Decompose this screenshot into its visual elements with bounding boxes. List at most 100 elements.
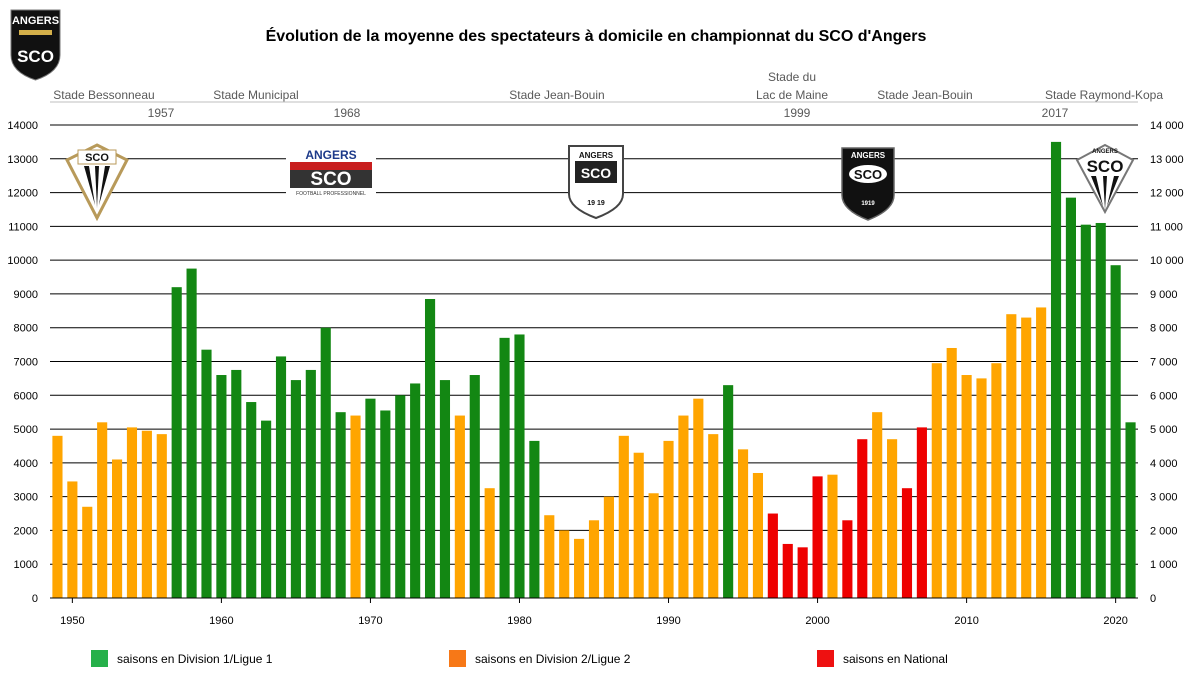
bar (901, 488, 913, 598)
stadium-year: 1957 (148, 106, 175, 120)
x-tick-label: 1970 (358, 615, 382, 627)
y-tick-label-left: 14000 (7, 120, 38, 132)
svg-text:1919: 1919 (861, 201, 875, 207)
x-tick-label: 1990 (656, 615, 680, 627)
bar (246, 402, 257, 598)
y-tick-label-right: 8 000 (1150, 323, 1178, 335)
y-tick-label-left: 12000 (7, 188, 38, 200)
legend-item-d2: saisons en Division 2/Ligue 2 (449, 650, 631, 667)
svg-text:ANGERS: ANGERS (1092, 149, 1118, 155)
bar (1080, 224, 1091, 599)
stadium-year: 2017 (1042, 106, 1069, 120)
axes: 0 0 1000 1 000 2000 2 000 3000 3 000 4000 4 000 50… (7, 120, 1183, 627)
bar (484, 488, 495, 598)
bar (529, 440, 540, 598)
bar (693, 398, 704, 598)
y-tick-label-right: 1 000 (1150, 559, 1178, 571)
sco-logo-1980s-icon: ANGERS SCO 19 19 (568, 145, 624, 220)
bar (782, 543, 793, 598)
y-tick-label-right: 14 000 (1150, 120, 1184, 132)
x-tick-label: 1980 (507, 615, 531, 627)
bar (916, 427, 927, 598)
bar (1006, 314, 1017, 598)
legend: saisons en Division 1/Ligue 1 saisons en… (91, 650, 948, 667)
y-tick-label-right: 13 000 (1150, 154, 1184, 166)
x-tick-label: 1960 (209, 615, 233, 627)
legend-label: saisons en National (843, 652, 948, 666)
legend-label: saisons en Division 2/Ligue 2 (475, 652, 631, 666)
legend-label: saisons en Division 1/Ligue 1 (117, 652, 273, 666)
svg-text:ANGERS: ANGERS (305, 148, 356, 162)
bar (574, 538, 585, 598)
y-tick-label-left: 7000 (14, 357, 38, 369)
bar (454, 415, 465, 598)
bar (171, 287, 182, 598)
svg-text:ANGERS: ANGERS (851, 151, 886, 160)
y-tick-label-left: 8000 (14, 323, 38, 335)
bar (141, 430, 152, 598)
bar (186, 268, 197, 598)
bar (767, 513, 778, 598)
y-tick-label-left: 5000 (14, 424, 38, 436)
y-tick-label-left: 0 (32, 593, 38, 605)
bar (872, 412, 883, 598)
bar (320, 327, 331, 598)
bar (216, 375, 227, 598)
y-tick-label-left: 9000 (14, 289, 38, 301)
chart-title: Évolution de la moyenne des spectateurs … (266, 26, 927, 45)
bar (1050, 141, 1062, 598)
sco-logo-1957-icon: SCO (64, 143, 130, 222)
y-tick-label-right: 4 000 (1150, 458, 1178, 470)
sco-logo-1968-icon: ANGERS SCO FOOTBALL PROFESSIONNEL (286, 146, 376, 197)
stadium-label: Lac de Maine (756, 88, 828, 102)
svg-text:FOOTBALL PROFESSIONNEL: FOOTBALL PROFESSIONNEL (296, 191, 366, 197)
bar (559, 530, 570, 598)
y-tick-label-right: 0 (1150, 593, 1156, 605)
bar (112, 459, 123, 598)
bar (1036, 307, 1047, 598)
y-tick-label-left: 1000 (14, 559, 38, 571)
bar (305, 369, 316, 598)
y-tick-label-left: 11000 (8, 221, 38, 233)
bar (887, 439, 898, 598)
bar (588, 520, 600, 598)
bar (231, 369, 242, 598)
legend-item-national: saisons en National (817, 650, 948, 667)
bar (678, 415, 689, 598)
y-tick-label-right: 5 000 (1150, 424, 1178, 436)
bar (946, 347, 957, 598)
legend-swatch-d2 (449, 650, 466, 667)
x-tick-label: 1950 (60, 615, 84, 627)
bar (1021, 317, 1032, 598)
bar (961, 375, 972, 598)
bar (290, 380, 301, 598)
y-tick-label-left: 10000 (7, 255, 38, 267)
bar (126, 427, 138, 598)
bar (827, 474, 838, 598)
bar (424, 298, 436, 598)
bar (1125, 422, 1136, 598)
bar (201, 349, 212, 598)
y-tick-label-left: 13000 (7, 154, 38, 166)
sco-logo-2017-icon: ANGERS SCO (1075, 143, 1135, 215)
y-tick-label-left: 2000 (14, 525, 38, 537)
bar (156, 434, 167, 598)
stadium-year: 1999 (784, 106, 811, 120)
y-tick-label-right: 7 000 (1150, 357, 1178, 369)
y-tick-label-right: 2 000 (1150, 525, 1178, 537)
svg-text:ANGERS: ANGERS (579, 151, 614, 160)
bar (618, 435, 629, 598)
stadium-label: Stade Jean-Bouin (877, 88, 972, 102)
x-tick-label: 2000 (805, 615, 829, 627)
stadium-label: Stade Municipal (213, 88, 298, 102)
y-tick-label-left: 6000 (14, 390, 38, 402)
y-tick-label-left: 4000 (14, 458, 38, 470)
svg-text:19 19: 19 19 (587, 200, 605, 207)
svg-text:SCO: SCO (581, 165, 611, 181)
bar (395, 395, 406, 598)
bar (52, 435, 63, 598)
stadium-label-line1: Stade du (768, 70, 816, 84)
stadium-labels: Stade Bessonneau 1957 Stade Municipal 19… (50, 70, 1163, 120)
bar (1095, 222, 1106, 598)
